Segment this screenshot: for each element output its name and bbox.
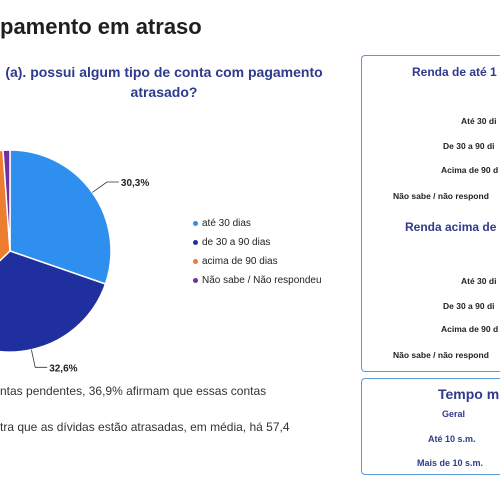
data-label: 32,6% xyxy=(49,363,77,374)
pie-slice-4 xyxy=(2,149,11,252)
legend-label: acima de 90 dias xyxy=(202,256,278,267)
time-panel-row: Geral xyxy=(442,409,466,419)
time-panel: Tempo m Geral Até 10 s.m. Mais de 10 s.m… xyxy=(361,378,500,475)
time-panel-row: Mais de 10 s.m. xyxy=(417,458,484,468)
income-group-2-row: De 30 a 90 di xyxy=(443,301,495,311)
income-group-1-row: Não sabe / não respond xyxy=(393,191,489,201)
income-group-1-row: De 30 a 90 di xyxy=(443,141,495,151)
chart-question: (a). possui algum tipo de conta com paga… xyxy=(0,62,328,102)
time-panel-title: Tempo m xyxy=(438,386,500,402)
legend-label: Não sabe / Não respondeu xyxy=(202,275,322,286)
chart-legend: até 30 dias de 30 a 90 dias acima de 90 di… xyxy=(193,214,322,290)
legend-swatch xyxy=(193,259,198,264)
time-panel-row: Até 10 s.m. xyxy=(428,434,476,444)
income-group-1-row: Acima de 90 d xyxy=(441,165,499,175)
income-panel: Renda de até 1 Até 30 di De 30 a 90 di A… xyxy=(361,55,500,372)
pie-slice-2 xyxy=(0,250,107,353)
legend-swatch xyxy=(193,240,198,245)
data-label: 30,3% xyxy=(121,178,149,189)
data-label-leader xyxy=(31,349,48,368)
data-label-leader xyxy=(92,181,119,193)
income-group-2-title: Renda acima de xyxy=(405,220,497,234)
body-text-line-1: ntas pendentes, 36,9% afirmam que essas … xyxy=(0,384,267,398)
legend-swatch xyxy=(193,278,198,283)
pie-chart: 30,3% 32,6% xyxy=(0,149,149,374)
page-title: pamento em atraso xyxy=(0,14,202,39)
legend-label: de 30 a 90 dias xyxy=(202,237,271,248)
income-group-1-title: Renda de até 1 xyxy=(412,65,497,79)
pie-slice-3 xyxy=(0,149,11,262)
pie-slice-1 xyxy=(9,149,112,285)
income-group-2-row: Acima de 90 d xyxy=(441,324,499,334)
income-group-2-row: Até 30 di xyxy=(461,276,497,286)
legend-label: até 30 dias xyxy=(202,218,251,229)
legend-item: Não sabe / Não respondeu xyxy=(193,271,322,290)
legend-swatch xyxy=(193,221,198,226)
income-group-1-row: Até 30 di xyxy=(461,116,497,126)
legend-item: de 30 a 90 dias xyxy=(193,233,322,252)
income-group-2-row: Não sabe / não respond xyxy=(393,350,489,360)
legend-item: até 30 dias xyxy=(193,214,322,233)
legend-item: acima de 90 dias xyxy=(193,252,322,271)
question-line-1: (a). possui algum tipo de conta com paga… xyxy=(5,64,323,80)
question-line-2: atrasado? xyxy=(130,84,198,100)
body-text-line-2: tra que as dívidas estão atrasadas, em m… xyxy=(0,420,290,434)
